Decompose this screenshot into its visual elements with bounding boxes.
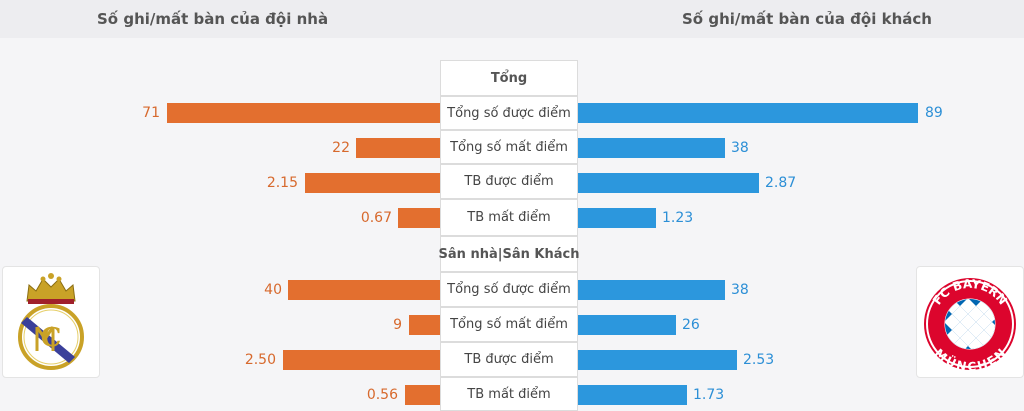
away-value-avg-conceded: 1.23	[662, 210, 694, 226]
row-label-total-scored: Tổng số được điểm	[440, 96, 578, 130]
row-label-ha-avg-conceded: TB mất điểm	[440, 377, 578, 411]
away-value-total-conceded: 38	[731, 140, 749, 156]
section-total: Tổng	[440, 60, 578, 96]
away-title: Số ghi/mất bàn của đội khách	[682, 10, 932, 28]
row-label-total-conceded: Tổng số mất điểm	[440, 130, 578, 164]
home-value-ha-total-conceded: 9	[393, 317, 402, 333]
real-madrid-crest-icon: C	[18, 273, 84, 370]
home-title: Số ghi/mất bàn của đội nhà	[97, 10, 329, 28]
home-bar-avg-conceded	[398, 208, 440, 228]
section-home-away: Sân nhà|Sân Khách	[439, 236, 579, 272]
home-bar-ha-total-conceded	[409, 315, 440, 335]
away-bar-avg-scored	[578, 173, 759, 193]
comparison-header: Số ghi/mất bàn của đội nhà Số ghi/mất bà…	[0, 0, 1024, 38]
home-value-total-conceded: 22	[332, 140, 350, 156]
home-value-avg-conceded: 0.67	[360, 210, 392, 226]
away-value-ha-avg-scored: 2.53	[743, 352, 775, 368]
row-label-ha-total-scored: Tổng số được điểm	[440, 272, 578, 307]
row-label-avg-conceded: TB mất điểm	[440, 199, 578, 236]
svg-text:C: C	[41, 323, 62, 353]
away-bar-avg-conceded	[578, 208, 656, 228]
away-bar-total-scored	[578, 103, 918, 123]
fc-bayern-munchen-crest-icon: FC BAYERN MÜNCHEN	[924, 277, 1016, 374]
away-bar-ha-total-conceded	[578, 315, 676, 335]
home-value-ha-total-scored: 40	[264, 282, 282, 298]
away-bar-total-conceded	[578, 138, 725, 158]
home-value-avg-scored: 2.15	[266, 175, 298, 191]
away-value-avg-scored: 2.87	[765, 175, 797, 191]
away-bar-ha-avg-conceded	[578, 385, 687, 405]
away-value-total-scored: 89	[925, 105, 943, 121]
home-bar-ha-total-scored	[288, 280, 440, 300]
home-value-ha-avg-conceded: 0.56	[366, 387, 398, 403]
home-value-total-scored: 71	[142, 105, 160, 121]
row-label-ha-total-conceded: Tổng số mất điểm	[440, 307, 578, 342]
home-bar-ha-avg-conceded	[405, 385, 440, 405]
home-bar-ha-avg-scored	[283, 350, 440, 370]
away-bar-ha-avg-scored	[578, 350, 737, 370]
away-team-logo: FC BAYERN MÜNCHEN	[916, 266, 1024, 378]
home-bar-total-conceded	[356, 138, 440, 158]
home-value-ha-avg-scored: 2.50	[244, 352, 276, 368]
away-bar-ha-total-scored	[578, 280, 725, 300]
home-bar-avg-scored	[305, 173, 440, 193]
row-label-avg-scored: TB được điểm	[440, 164, 578, 199]
row-label-ha-avg-scored: TB được điểm	[440, 342, 578, 377]
home-team-logo: C	[2, 266, 100, 378]
away-value-ha-avg-conceded: 1.73	[693, 387, 725, 403]
away-value-ha-total-scored: 38	[731, 282, 749, 298]
home-bar-total-scored	[167, 103, 440, 123]
away-value-ha-total-conceded: 26	[682, 317, 700, 333]
